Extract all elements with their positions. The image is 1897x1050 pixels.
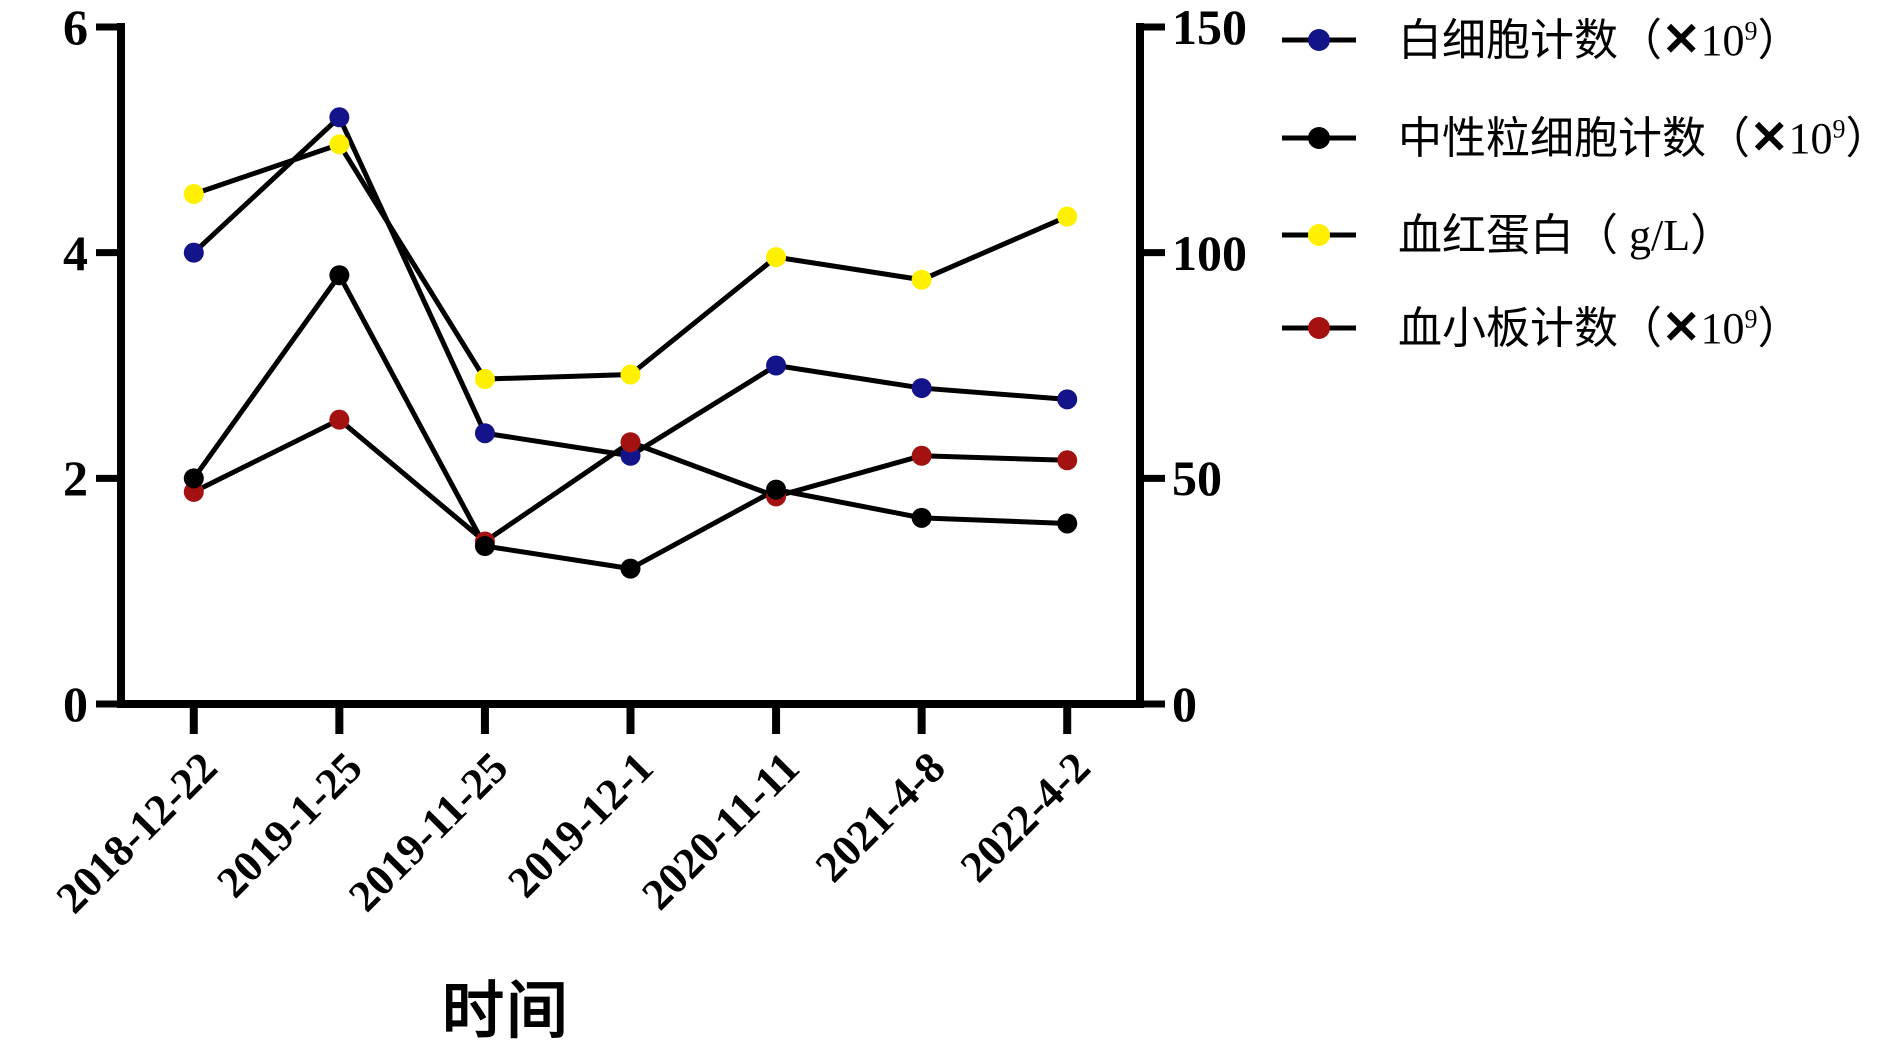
data-point-s1-x2 — [474, 536, 495, 557]
data-point-s2-x1 — [329, 134, 350, 155]
x-axis-title: 时间 — [442, 977, 571, 1046]
series-line-0 — [192, 113, 1068, 459]
data-point-s1-x6 — [1057, 513, 1078, 534]
right-axis-tick-label: 0 — [1172, 676, 1197, 732]
data-point-s1-x1 — [329, 265, 350, 286]
right-axis-tick-label: 100 — [1172, 225, 1247, 281]
data-point-s1-x4 — [766, 479, 787, 500]
data-point-s3-x5 — [911, 445, 932, 466]
data-point-s1-x3 — [620, 558, 641, 579]
data-point-s0-x1 — [329, 107, 350, 128]
data-point-s1-x5 — [911, 507, 932, 528]
left-axis-tick-label: 4 — [63, 225, 88, 281]
legend-label: 血小板计数（✕109） — [1398, 301, 1802, 353]
data-point-s2-x3 — [620, 364, 641, 385]
series-line-1 — [191, 270, 1068, 572]
data-point-s1-x0 — [183, 468, 204, 489]
data-point-s0-x5 — [911, 378, 932, 399]
legend-marker-icon — [1282, 127, 1356, 149]
data-point-s0-x0 — [183, 242, 204, 263]
right-axis-tick-label: 50 — [1172, 450, 1222, 506]
left-axis-tick-label: 2 — [63, 450, 88, 506]
left-axis-tick-label: 6 — [63, 0, 88, 55]
legend-item-platelet: 血小板计数（✕109） — [1282, 288, 1802, 368]
legend-item-hemoglobin: 血红蛋白（ g/L） — [1282, 195, 1734, 275]
legend-marker-icon — [1282, 224, 1356, 246]
data-point-s3-x3 — [620, 432, 641, 453]
data-point-s2-x0 — [183, 183, 204, 204]
legend-label: 中性粒细胞计数（✕109） — [1398, 111, 1890, 163]
data-point-s2-x6 — [1057, 206, 1078, 227]
data-point-s0-x4 — [766, 355, 787, 376]
data-point-s0-x6 — [1057, 389, 1078, 410]
legend-item-wbc: 白细胞计数（✕109） — [1282, 0, 1802, 80]
left-axis-tick-label: 0 — [63, 676, 88, 732]
data-point-s2-x5 — [911, 269, 932, 290]
data-point-s3-x6 — [1057, 450, 1078, 471]
series-line-2 — [192, 141, 1069, 382]
legend-label: 白细胞计数（✕109） — [1398, 13, 1802, 65]
data-point-s3-x1 — [329, 409, 350, 430]
legend-marker-icon — [1282, 29, 1356, 51]
data-point-s0-x2 — [474, 423, 495, 444]
legend-item-neutrophil: 中性粒细胞计数（✕109） — [1282, 98, 1890, 178]
legend-label: 血红蛋白（ g/L） — [1398, 210, 1735, 260]
legend-marker-icon — [1282, 317, 1356, 339]
data-point-s2-x2 — [474, 369, 495, 390]
right-axis-tick-label: 150 — [1172, 0, 1247, 55]
data-point-s2-x4 — [766, 247, 787, 268]
